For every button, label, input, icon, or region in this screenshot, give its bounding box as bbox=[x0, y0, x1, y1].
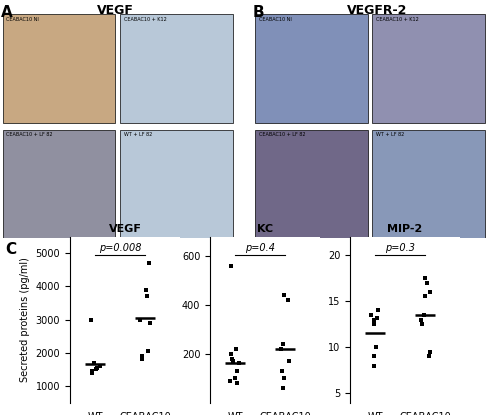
Text: VEGFR-2: VEGFR-2 bbox=[348, 4, 408, 17]
Text: WT + LF 82: WT + LF 82 bbox=[124, 132, 152, 137]
Point bbox=[420, 293, 428, 300]
Text: CEABAC10 NI: CEABAC10 NI bbox=[6, 17, 40, 22]
Point bbox=[230, 358, 237, 364]
Point bbox=[138, 353, 146, 359]
Bar bbox=[255, 130, 368, 238]
Point bbox=[232, 368, 240, 374]
Text: p=0.3: p=0.3 bbox=[385, 243, 415, 253]
Point bbox=[228, 355, 236, 362]
Text: CEABAC10 + LF 82: CEABAC10 + LF 82 bbox=[259, 132, 306, 137]
Point bbox=[146, 320, 154, 326]
Bar bbox=[120, 130, 232, 238]
Point bbox=[234, 380, 241, 386]
Point bbox=[136, 316, 144, 323]
Title: MIP-2: MIP-2 bbox=[388, 225, 422, 234]
Point bbox=[423, 279, 431, 286]
Text: p=0.4: p=0.4 bbox=[245, 243, 275, 253]
Point bbox=[90, 359, 98, 366]
Point bbox=[92, 366, 100, 373]
Point bbox=[278, 341, 286, 347]
Point bbox=[144, 348, 152, 354]
Point bbox=[417, 316, 425, 323]
Point bbox=[278, 368, 286, 374]
Text: C: C bbox=[5, 242, 16, 256]
Text: A: A bbox=[0, 5, 12, 20]
Text: CEABAC10 + K12: CEABAC10 + K12 bbox=[376, 17, 419, 22]
Bar bbox=[372, 14, 485, 122]
Point bbox=[370, 353, 378, 360]
Bar bbox=[255, 14, 368, 122]
Text: B: B bbox=[252, 5, 264, 20]
Point bbox=[426, 353, 434, 360]
Text: p=0.008: p=0.008 bbox=[99, 243, 142, 253]
Text: WT + LF 82: WT + LF 82 bbox=[376, 132, 404, 137]
Point bbox=[370, 316, 378, 323]
Point bbox=[232, 346, 240, 352]
Point bbox=[144, 260, 152, 266]
Point bbox=[280, 375, 288, 381]
Text: VEGF: VEGF bbox=[96, 4, 134, 17]
Point bbox=[227, 263, 235, 269]
Point bbox=[86, 316, 94, 323]
Point bbox=[142, 286, 150, 293]
Text: CEABAC10 NI: CEABAC10 NI bbox=[259, 17, 292, 22]
Point bbox=[374, 315, 382, 321]
Point bbox=[372, 344, 380, 351]
Point bbox=[374, 307, 382, 314]
Point bbox=[276, 346, 284, 352]
Text: CEABAC10 + K12: CEABAC10 + K12 bbox=[124, 17, 167, 22]
Point bbox=[226, 377, 234, 384]
Point bbox=[138, 356, 146, 363]
Text: CEABAC10 + LF 82: CEABAC10 + LF 82 bbox=[6, 132, 53, 137]
Point bbox=[232, 375, 239, 381]
Title: VEGF: VEGF bbox=[108, 225, 142, 234]
Title: KC: KC bbox=[257, 225, 273, 234]
Point bbox=[234, 360, 242, 367]
Point bbox=[280, 292, 288, 298]
Bar bbox=[2, 130, 115, 238]
Point bbox=[94, 364, 102, 371]
Point bbox=[418, 321, 426, 327]
Point bbox=[228, 350, 235, 357]
Y-axis label: Secreted proteins (pg/ml): Secreted proteins (pg/ml) bbox=[20, 257, 30, 382]
Point bbox=[426, 349, 434, 355]
Point bbox=[88, 369, 96, 376]
Point bbox=[367, 312, 375, 318]
Bar bbox=[120, 14, 232, 122]
Bar bbox=[372, 130, 485, 238]
Point bbox=[420, 312, 428, 318]
Point bbox=[421, 275, 429, 281]
Bar bbox=[2, 14, 115, 122]
Point bbox=[284, 358, 292, 364]
Point bbox=[96, 363, 104, 369]
Point bbox=[370, 321, 378, 327]
Point bbox=[370, 362, 378, 369]
Point bbox=[143, 293, 151, 300]
Point bbox=[88, 368, 96, 374]
Point bbox=[426, 288, 434, 295]
Point bbox=[284, 297, 292, 303]
Point bbox=[279, 385, 287, 391]
